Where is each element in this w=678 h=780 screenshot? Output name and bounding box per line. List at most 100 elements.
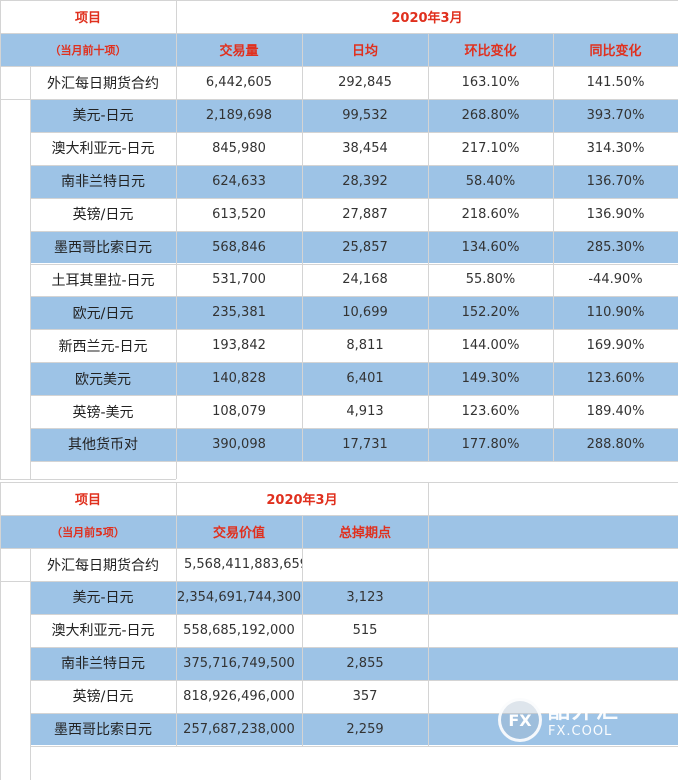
table1-row-name: 新西兰元-日元 bbox=[58, 338, 148, 355]
table1-column-header: 环比变化 bbox=[464, 44, 517, 59]
row-band bbox=[30, 362, 678, 396]
grid-line bbox=[0, 460, 1, 479]
grid-line bbox=[0, 66, 678, 67]
grid-line bbox=[30, 679, 678, 681]
table1-row-value: -44.90% bbox=[588, 272, 643, 288]
table1-column-header: 同比变化 bbox=[589, 44, 642, 59]
table1-row-value: 27,887 bbox=[342, 206, 388, 222]
row-band bbox=[30, 646, 678, 680]
table1-row-value: 144.00% bbox=[461, 338, 520, 354]
grid-line bbox=[302, 33, 303, 66]
table1-row-value: 110.90% bbox=[586, 305, 645, 321]
grid-line bbox=[0, 548, 678, 549]
table1-row-value: 613,520 bbox=[212, 206, 266, 222]
watermark-cn: 酷外汇 bbox=[548, 699, 621, 724]
grid-line bbox=[30, 460, 678, 462]
grid-line bbox=[30, 230, 678, 232]
table1-column-header: 交易量 bbox=[219, 44, 259, 59]
table1-row-name: 其他货币对 bbox=[68, 437, 138, 454]
table1-row-name: 欧元美元 bbox=[75, 371, 131, 388]
grid-line bbox=[176, 66, 177, 99]
grid-line bbox=[30, 99, 678, 100]
table2-total-value: 5,568,411,883,659 bbox=[184, 557, 302, 572]
table1-row-value: 24,168 bbox=[342, 272, 388, 288]
row-band bbox=[30, 581, 678, 614]
table1-row-value: 177.80% bbox=[461, 436, 520, 452]
table2-row-value: 2,354,691,744,300 bbox=[176, 589, 302, 605]
table2-row-value: 558,685,192,000 bbox=[183, 622, 295, 638]
grid-line bbox=[30, 66, 31, 99]
table2-row-value: 2,259 bbox=[346, 721, 384, 737]
grid-line bbox=[30, 712, 678, 714]
table1-total-name: 外汇每日期货合约 bbox=[47, 75, 159, 92]
grid-line bbox=[30, 164, 678, 166]
table1-row-value: 152.20% bbox=[461, 305, 520, 321]
grid-line bbox=[428, 33, 429, 66]
table2-total-name: 外汇每日期货合约 bbox=[47, 557, 159, 574]
grid-line bbox=[176, 33, 177, 66]
grid-line bbox=[0, 33, 678, 34]
table1-row-value: 568,846 bbox=[212, 239, 266, 255]
table1-row-value: 845,980 bbox=[212, 140, 266, 156]
grid-line bbox=[30, 745, 678, 747]
fx-logo-icon: FX bbox=[498, 698, 542, 742]
row-band bbox=[30, 428, 678, 461]
table1-row-value: 28,392 bbox=[342, 173, 388, 189]
grid-line bbox=[30, 745, 31, 780]
grid-line bbox=[302, 99, 303, 461]
grid-line bbox=[302, 548, 303, 746]
grid-line bbox=[30, 428, 678, 429]
table1-row-value: 38,454 bbox=[342, 140, 388, 156]
table1-row-name: 土耳其里拉-日元 bbox=[51, 272, 155, 289]
row-band bbox=[30, 99, 678, 132]
table1-row-value: 393.70% bbox=[586, 107, 645, 123]
table1-row-value: 108,079 bbox=[212, 404, 266, 420]
watermark-en: FX.COOL bbox=[548, 724, 613, 739]
grid-line bbox=[30, 362, 678, 364]
table1-row-value: 10,699 bbox=[342, 305, 388, 321]
table2-total-value bbox=[302, 548, 428, 581]
grid-line bbox=[30, 263, 678, 265]
table2-row-value: 357 bbox=[352, 688, 378, 704]
table1-total-value: 6,442,605 bbox=[205, 75, 273, 90]
grid-line bbox=[553, 66, 554, 99]
row-band bbox=[30, 230, 678, 264]
table1-row-value: 169.90% bbox=[586, 338, 645, 354]
grid-line bbox=[428, 66, 429, 99]
grid-line bbox=[176, 515, 177, 548]
grid-line bbox=[0, 515, 1, 548]
table1-row-name: 英镑-美元 bbox=[72, 404, 134, 421]
table1-row-value: 136.90% bbox=[586, 206, 645, 222]
grid-line bbox=[30, 99, 31, 461]
table1-row-name: 南非兰特日元 bbox=[61, 174, 145, 191]
grid-line bbox=[0, 66, 1, 99]
table1-row-value: 4,913 bbox=[346, 404, 384, 420]
grid-line bbox=[176, 460, 177, 479]
table2-row-name: 澳大利亚元-日元 bbox=[51, 623, 155, 640]
table1-row-name: 美元-日元 bbox=[72, 108, 134, 125]
grid-line bbox=[30, 460, 31, 479]
grid-line bbox=[0, 482, 678, 483]
table2-column-header: 总掉期点 bbox=[338, 526, 391, 541]
grid-line bbox=[0, 33, 1, 66]
table1-header-item: 项目 bbox=[74, 11, 101, 26]
table2-row-value: 515 bbox=[352, 622, 378, 638]
watermark-text: 酷外汇 FX.COOL bbox=[548, 700, 620, 740]
table1-row-value: 58.40% bbox=[465, 173, 516, 189]
table1-row-name: 欧元/日元 bbox=[72, 305, 134, 322]
grid-line bbox=[0, 515, 678, 516]
grid-line bbox=[0, 482, 1, 515]
table1-row-value: 288.80% bbox=[586, 436, 645, 452]
table2-subheader-label: （当月前5项） bbox=[51, 525, 125, 539]
table1-row-value: 123.60% bbox=[461, 404, 520, 420]
table1-row-value: 134.60% bbox=[461, 239, 520, 255]
table1-row-value: 314.30% bbox=[586, 140, 645, 156]
grid-line bbox=[0, 745, 1, 780]
grid-line bbox=[553, 99, 554, 461]
table1-row-value: 25,857 bbox=[342, 239, 388, 255]
table2-row-name: 墨西哥比索日元 bbox=[54, 722, 152, 739]
grid-line bbox=[428, 515, 429, 548]
table1-row-value: 624,633 bbox=[212, 173, 266, 189]
table1-row-name: 英镑/日元 bbox=[72, 207, 134, 224]
